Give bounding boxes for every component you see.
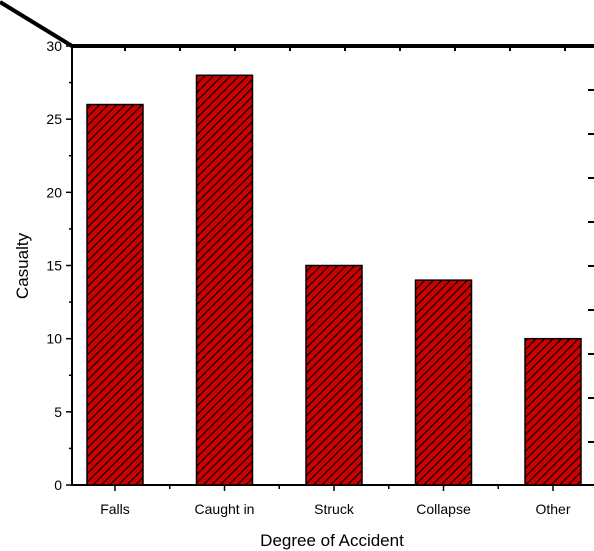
y-axis-title: Casualty	[13, 232, 32, 299]
bar-series	[86, 74, 582, 486]
y-tick-label: 10	[46, 331, 62, 347]
right-axis-ticks	[588, 89, 594, 443]
y-tick-label: 0	[54, 477, 62, 493]
x-tick-label: Falls	[100, 501, 130, 517]
top-axis-ticks	[124, 46, 566, 51]
y-tick-label: 30	[46, 38, 62, 54]
bar-falls	[86, 103, 144, 486]
y-tick-label: 20	[46, 184, 62, 200]
bar-caught-in	[195, 74, 254, 486]
bar-collapse	[414, 279, 473, 486]
y-tick-label: 15	[46, 258, 62, 274]
x-tick-label: Caught in	[195, 501, 255, 517]
x-tick-label: Struck	[314, 501, 355, 517]
bar-struck	[305, 264, 363, 486]
bar-other	[524, 337, 582, 486]
x-axis-title: Degree of Accident	[260, 531, 404, 550]
frame-corner-line	[0, 0, 74, 48]
y-tick-label: 25	[46, 111, 62, 127]
x-axis-ticks: Falls Caught in Struck Collapse Other	[100, 485, 571, 517]
y-tick-label: 5	[54, 404, 62, 420]
y-axis-ticks: 0 5 10 15 20 25 30	[46, 38, 72, 493]
x-tick-label: Other	[535, 501, 570, 517]
x-tick-label: Collapse	[416, 501, 471, 517]
